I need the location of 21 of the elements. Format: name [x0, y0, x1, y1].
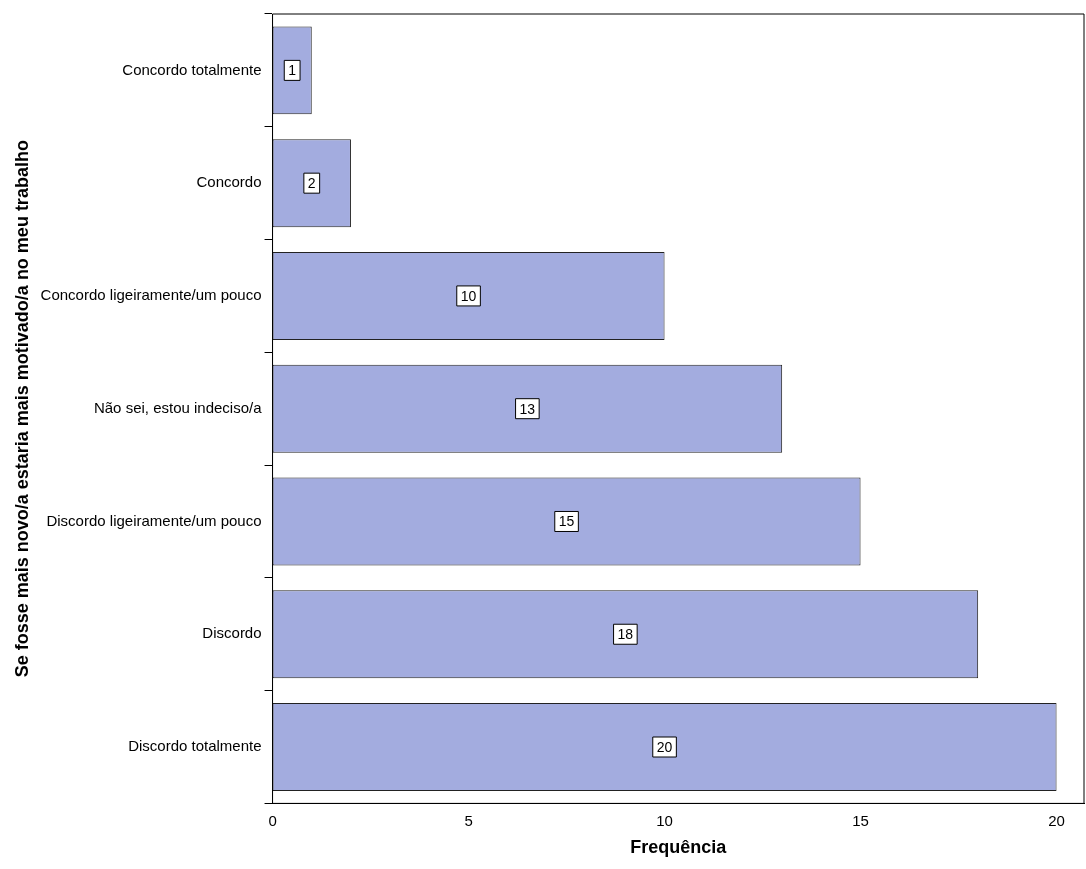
y-tick-label: Discordo totalmente	[128, 737, 262, 755]
data-label: 1	[288, 62, 297, 79]
x-tick-label: 0	[268, 811, 277, 829]
data-label: 20	[656, 738, 673, 755]
x-axis-title: Frequência	[630, 837, 728, 858]
y-tick-label: Concordo ligeiramente/um pouco	[40, 286, 262, 304]
y-tick-label: Discordo	[202, 624, 262, 642]
data-label: 15	[558, 513, 575, 530]
y-tick-label: Não sei, estou indeciso/a	[93, 398, 263, 416]
data-label: 13	[519, 400, 536, 417]
y-tick-label: Concordo totalmente	[122, 60, 262, 78]
data-label: 18	[617, 626, 634, 643]
data-label: 2	[307, 175, 316, 192]
y-tick-label: Concordo	[196, 173, 262, 191]
x-tick-label: 10	[656, 811, 673, 829]
data-label: 10	[460, 287, 477, 304]
y-tick-label: Discordo ligeiramente/um pouco	[46, 511, 262, 529]
x-tick-label: 15	[852, 811, 869, 829]
y-axis-title: Se fosse mais novo/a estaria mais motivado/a no meu trabalho	[11, 140, 32, 678]
x-tick-label: 20	[1048, 811, 1065, 829]
x-tick-label: 5	[464, 811, 473, 829]
